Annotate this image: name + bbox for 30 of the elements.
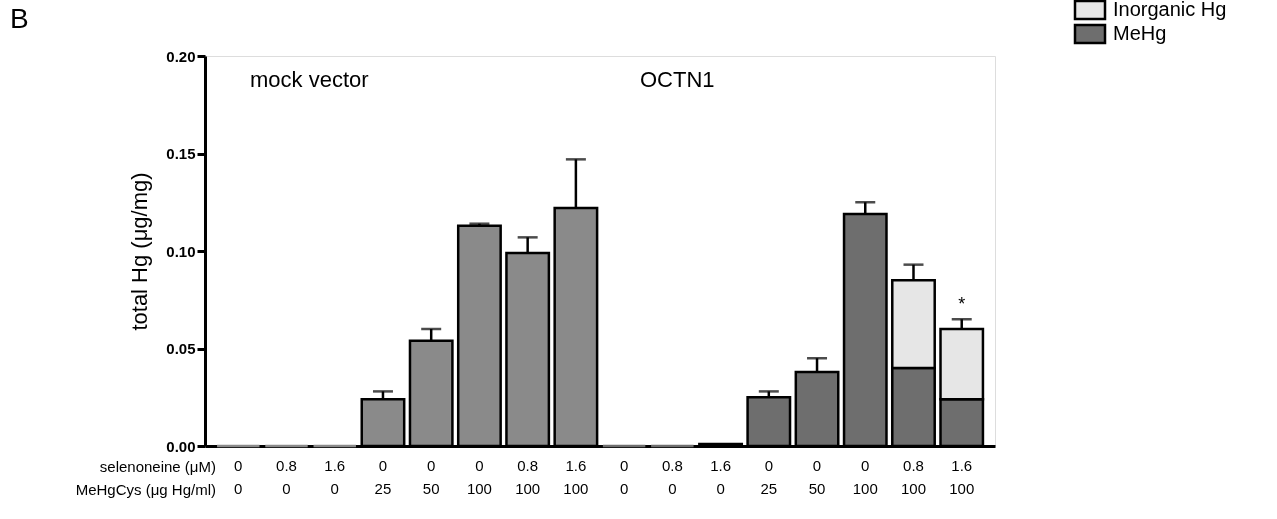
x-tick-label: 0 100 (466, 456, 492, 497)
y-tick-label: 0.05 (166, 340, 196, 357)
x-tick-label: 0 25 (374, 456, 392, 497)
x-tick-label: 0.8 0 (661, 456, 683, 497)
x-tick-label: 0 50 (808, 456, 826, 497)
legend-label: MeHg (1113, 22, 1167, 44)
y-tick-label: 0.10 (166, 242, 196, 260)
x-tick-label: 1.6 0 (710, 456, 731, 497)
x-tick-label: 0.8 100 (515, 456, 541, 497)
x-tick-label: 1.6 100 (563, 456, 589, 497)
text: MeHgCys (μg Hg/ml) (75, 481, 216, 498)
y-tick-label: 0.20 (166, 47, 196, 65)
x-tick-label: 1.6 0 (324, 456, 346, 497)
x-tick-label: 0.8 100 (900, 456, 927, 497)
x-tick-label: 0 50 (422, 456, 440, 497)
x-tick-label: 0 100 (852, 456, 878, 497)
x-tick-label: 0 0 (234, 456, 243, 497)
annotation: mock vector (250, 67, 369, 92)
annotation: OCTN1 (640, 67, 715, 92)
y-tick-label: 0.15 (166, 145, 196, 162)
text: B (10, 3, 29, 34)
annotation: * (958, 294, 966, 315)
x-tick-label: 0 0 (619, 456, 629, 497)
x-tick-label: 1.6 100 (949, 456, 975, 497)
y-tick-label: 0.00 (166, 437, 196, 455)
y-axis-title: total Hg (μg/mg) (127, 172, 153, 331)
text: selenoneine (μM) (99, 458, 216, 475)
x-tick-label: 0 25 (760, 456, 778, 497)
legend-label: Inorganic Hg (1113, 0, 1227, 20)
x-tick-label: 0.8 0 (276, 456, 297, 497)
